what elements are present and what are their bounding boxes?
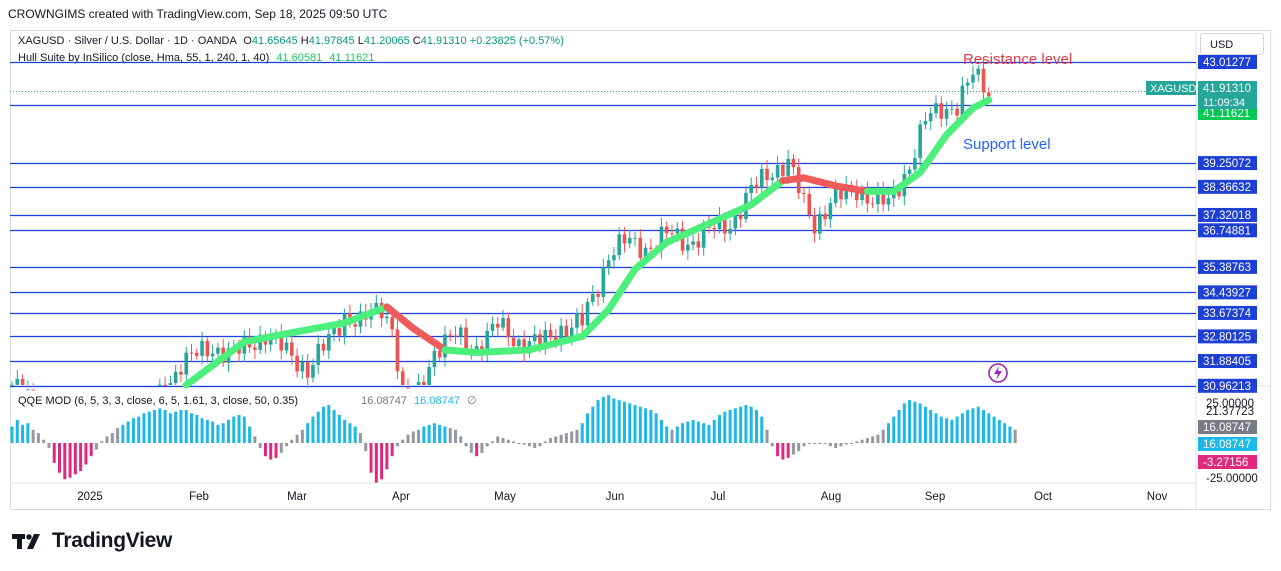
low-label: L	[357, 35, 364, 47]
created-header: CROWNGIMS created with TradingView.com, …	[8, 7, 388, 21]
qqe-legend: QQE MOD (6, 5, 3, 3, close, 6, 5, 1.61, …	[18, 394, 477, 407]
hull-legend: Hull Suite by InSilico (close, Hma, 55, …	[18, 52, 374, 64]
hull-name[interactable]: Hull Suite by InSilico (close, Hma, 55, …	[18, 52, 270, 64]
hull-value-2: 41.11621	[329, 52, 375, 64]
hull-value-1: 41.60581	[276, 52, 323, 64]
qqe-value-2: 16.08747	[414, 395, 460, 407]
qqe-value-1: 16.08747	[361, 395, 407, 407]
open-value: 41.65645	[251, 35, 298, 47]
symbol-label[interactable]: XAGUSD · Silver / U.S. Dollar · 1D · OAN…	[18, 35, 237, 47]
tradingview-logo[interactable]: TradingView	[12, 529, 172, 553]
open-label: O	[243, 35, 252, 47]
high-value: 41.97845	[308, 35, 355, 47]
tradingview-logo-icon	[12, 534, 40, 549]
close-label: C	[412, 35, 421, 47]
currency-label: USD	[1210, 39, 1234, 51]
chart-frame[interactable]	[10, 30, 1271, 510]
qqe-value-3: ∅	[467, 395, 477, 407]
close-value: 41.91310	[420, 35, 467, 47]
tradingview-logo-text: TradingView	[52, 529, 173, 552]
low-value: 41.20065	[363, 35, 410, 47]
currency-selector[interactable]: USD	[1200, 33, 1264, 55]
ohlc-legend: XAGUSD · Silver / U.S. Dollar · 1D · OAN…	[18, 35, 564, 47]
qqe-name[interactable]: QQE MOD (6, 5, 3, 3, close, 6, 5, 1.61, …	[18, 395, 299, 407]
change-value: +0.23825 (+0.57%)	[469, 35, 564, 47]
high-label: H	[300, 35, 309, 47]
